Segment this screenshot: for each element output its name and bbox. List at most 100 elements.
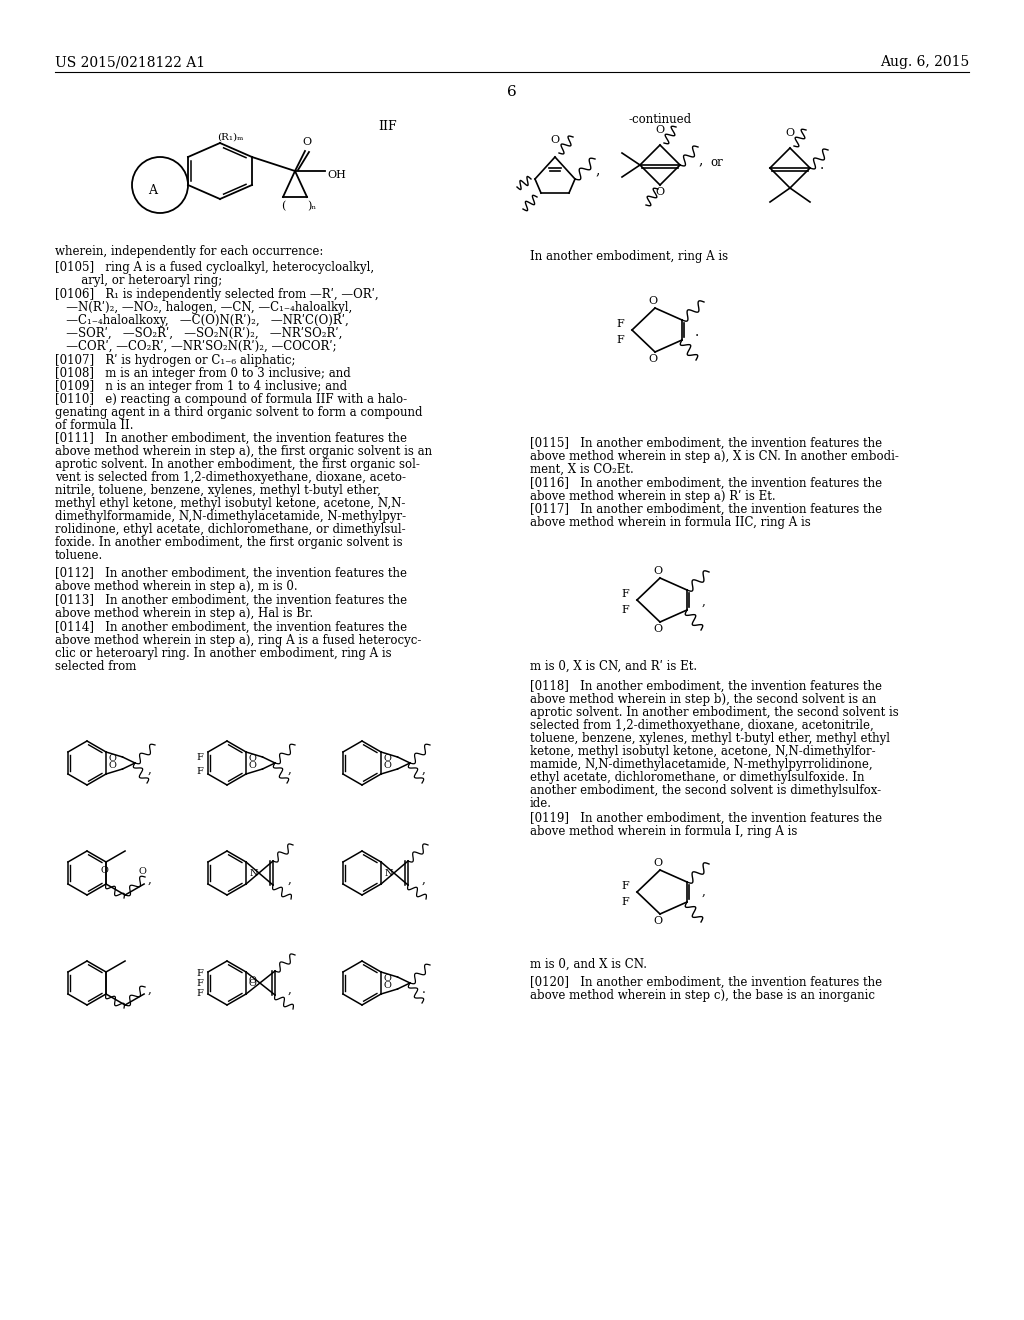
Text: F: F <box>197 978 203 987</box>
Text: above method wherein in step b), the second solvent is an: above method wherein in step b), the sec… <box>530 693 877 706</box>
Text: mamide, N,N-dimethylacetamide, N-methylpyrrolidinone,: mamide, N,N-dimethylacetamide, N-methylp… <box>530 758 872 771</box>
Text: [0106]   R₁ is independently selected from —Rʹ, —ORʹ,: [0106] R₁ is independently selected from… <box>55 288 379 301</box>
Text: ethyl acetate, dichloromethane, or dimethylsulfoxide. In: ethyl acetate, dichloromethane, or dimet… <box>530 771 864 784</box>
Text: ,: , <box>422 763 426 776</box>
Text: m is 0, and X is CN.: m is 0, and X is CN. <box>530 958 647 972</box>
Text: above method wherein in step c), the base is an inorganic: above method wherein in step c), the bas… <box>530 989 874 1002</box>
Text: [0113]   In another embodiment, the invention features the: [0113] In another embodiment, the invent… <box>55 594 408 607</box>
Text: vent is selected from 1,2-dimethoxyethane, dioxane, aceto-: vent is selected from 1,2-dimethoxyethan… <box>55 471 406 484</box>
Text: O: O <box>302 137 311 147</box>
Text: F: F <box>197 989 203 998</box>
Text: [0120]   In another embodiment, the invention features the: [0120] In another embodiment, the invent… <box>530 975 882 989</box>
Text: ,: , <box>288 873 292 886</box>
Text: )ₙ: )ₙ <box>307 201 316 211</box>
Text: F: F <box>197 767 203 776</box>
Text: F: F <box>616 335 624 345</box>
Text: aprotic solvent. In another embodiment, the first organic sol-: aprotic solvent. In another embodiment, … <box>55 458 420 471</box>
Text: ,: , <box>595 162 599 177</box>
Text: A: A <box>148 183 158 197</box>
Text: [0114]   In another embodiment, the invention features the: [0114] In another embodiment, the invent… <box>55 620 408 634</box>
Text: [0107]   Rʹ is hydrogen or C₁₋₆ aliphatic;: [0107] Rʹ is hydrogen or C₁₋₆ aliphatic; <box>55 354 296 367</box>
Text: nitrile, toluene, benzene, xylenes, methyl t-butyl ether,: nitrile, toluene, benzene, xylenes, meth… <box>55 484 381 498</box>
Text: —N(Rʹ)₂, —NO₂, halogen, —CN, —C₁₋₄haloalkyl,: —N(Rʹ)₂, —NO₂, halogen, —CN, —C₁₋₄haloal… <box>55 301 352 314</box>
Text: above method wherein in step a), the first organic solvent is an: above method wherein in step a), the fir… <box>55 445 432 458</box>
Text: ,: , <box>422 873 426 886</box>
Text: ketone, methyl isobutyl ketone, acetone, N,N-dimethylfor-: ketone, methyl isobutyl ketone, acetone,… <box>530 744 876 758</box>
Text: O: O <box>100 866 108 875</box>
Text: -continued: -continued <box>629 114 691 125</box>
Text: O: O <box>653 916 663 927</box>
Text: F: F <box>622 589 629 599</box>
Text: O: O <box>109 754 116 763</box>
Text: [0105]   ring A is a fused cycloalkyl, heterocycloalkyl,: [0105] ring A is a fused cycloalkyl, het… <box>55 261 374 275</box>
Text: O: O <box>648 296 657 306</box>
Text: above method wherein in step a), Hal is Br.: above method wherein in step a), Hal is … <box>55 607 313 620</box>
Text: m is 0, X is CN, and Rʹ is Et.: m is 0, X is CN, and Rʹ is Et. <box>530 660 697 673</box>
Text: ,: , <box>148 983 152 997</box>
Text: ide.: ide. <box>530 797 552 810</box>
Text: [0111]   In another embodiment, the invention features the: [0111] In another embodiment, the invent… <box>55 432 407 445</box>
Text: O: O <box>383 762 391 770</box>
Text: aprotic solvent. In another embodiment, the second solvent is: aprotic solvent. In another embodiment, … <box>530 706 899 719</box>
Text: US 2015/0218122 A1: US 2015/0218122 A1 <box>55 55 205 69</box>
Text: Aug. 6, 2015: Aug. 6, 2015 <box>880 55 969 69</box>
Text: In another embodiment, ring A is: In another embodiment, ring A is <box>530 249 728 263</box>
Text: N: N <box>385 869 393 878</box>
Text: O: O <box>653 858 663 869</box>
Text: foxide. In another embodiment, the first organic solvent is: foxide. In another embodiment, the first… <box>55 536 402 549</box>
Text: another embodiment, the second solvent is dimethylsulfox-: another embodiment, the second solvent i… <box>530 784 881 797</box>
Text: [0117]   In another embodiment, the invention features the: [0117] In another embodiment, the invent… <box>530 503 882 516</box>
Text: [0108]   m is an integer from 0 to 3 inclusive; and: [0108] m is an integer from 0 to 3 inclu… <box>55 367 351 380</box>
Text: O: O <box>551 135 559 145</box>
Text: O: O <box>248 979 256 987</box>
Text: (: ( <box>281 201 286 211</box>
Text: [0116]   In another embodiment, the invention features the: [0116] In another embodiment, the invent… <box>530 477 882 490</box>
Text: O: O <box>248 754 256 763</box>
Text: above method wherein in step a) Rʹ is Et.: above method wherein in step a) Rʹ is Et… <box>530 490 775 503</box>
Text: of formula II.: of formula II. <box>55 418 133 432</box>
Text: O: O <box>653 624 663 634</box>
Text: —C₁₋₄haloalkoxy,   —C(O)N(Rʹ)₂,   —NRʹC(O)Rʹ,: —C₁₋₄haloalkoxy, —C(O)N(Rʹ)₂, —NRʹC(O)Rʹ… <box>55 314 349 327</box>
Text: ,: , <box>698 153 702 168</box>
Text: toluene.: toluene. <box>55 549 103 562</box>
Text: .: . <box>422 983 426 997</box>
Text: O: O <box>383 981 391 990</box>
Text: O: O <box>383 974 391 983</box>
Text: above method wherein in step a), ring A is a fused heterocyc-: above method wherein in step a), ring A … <box>55 634 421 647</box>
Text: aryl, or heteroaryl ring;: aryl, or heteroaryl ring; <box>55 275 222 286</box>
Text: OH: OH <box>327 170 346 180</box>
Text: [0118]   In another embodiment, the invention features the: [0118] In another embodiment, the invent… <box>530 680 882 693</box>
Text: above method wherein in formula I, ring A is: above method wherein in formula I, ring … <box>530 825 798 838</box>
Text: .: . <box>695 325 699 339</box>
Text: IIF: IIF <box>378 120 396 133</box>
Text: [0115]   In another embodiment, the invention features the: [0115] In another embodiment, the invent… <box>530 437 882 450</box>
Text: O: O <box>655 187 665 197</box>
Text: O: O <box>648 354 657 364</box>
Text: 6: 6 <box>507 84 517 99</box>
Text: F: F <box>622 880 629 891</box>
Text: O: O <box>785 128 795 139</box>
Text: genating agent in a third organic solvent to form a compound: genating agent in a third organic solven… <box>55 407 423 418</box>
Text: N: N <box>250 869 258 878</box>
Text: F: F <box>616 319 624 329</box>
Text: ,: , <box>148 763 152 776</box>
Text: O: O <box>248 975 256 985</box>
Text: ment, X is CO₂Et.: ment, X is CO₂Et. <box>530 463 634 477</box>
Text: O: O <box>655 125 665 135</box>
Text: O: O <box>109 762 116 770</box>
Text: .: . <box>820 158 824 172</box>
Text: toluene, benzene, xylenes, methyl t-butyl ether, methyl ethyl: toluene, benzene, xylenes, methyl t-buty… <box>530 733 890 744</box>
Text: above method wherein in step a), X is CN. In another embodi-: above method wherein in step a), X is CN… <box>530 450 899 463</box>
Text: or: or <box>710 156 723 169</box>
Text: F: F <box>197 752 203 762</box>
Text: [0109]   n is an integer from 1 to 4 inclusive; and: [0109] n is an integer from 1 to 4 inclu… <box>55 380 347 393</box>
Text: —SORʹ,   —SO₂Rʹ,   —SO₂N(Rʹ)₂,   —NRʹSO₂Rʹ,: —SORʹ, —SO₂Rʹ, —SO₂N(Rʹ)₂, —NRʹSO₂Rʹ, <box>55 327 342 341</box>
Text: ,: , <box>702 595 706 609</box>
Text: ,: , <box>288 763 292 776</box>
Text: —CORʹ, —CO₂Rʹ, —NRʹSO₂N(Rʹ)₂, —COCORʹ;: —CORʹ, —CO₂Rʹ, —NRʹSO₂N(Rʹ)₂, —COCORʹ; <box>55 341 337 352</box>
Text: selected from 1,2-dimethoxyethane, dioxane, acetonitrile,: selected from 1,2-dimethoxyethane, dioxa… <box>530 719 873 733</box>
Text: selected from: selected from <box>55 660 136 673</box>
Text: ,: , <box>288 983 292 997</box>
Text: F: F <box>622 898 629 907</box>
Text: methyl ethyl ketone, methyl isobutyl ketone, acetone, N,N-: methyl ethyl ketone, methyl isobutyl ket… <box>55 498 406 510</box>
